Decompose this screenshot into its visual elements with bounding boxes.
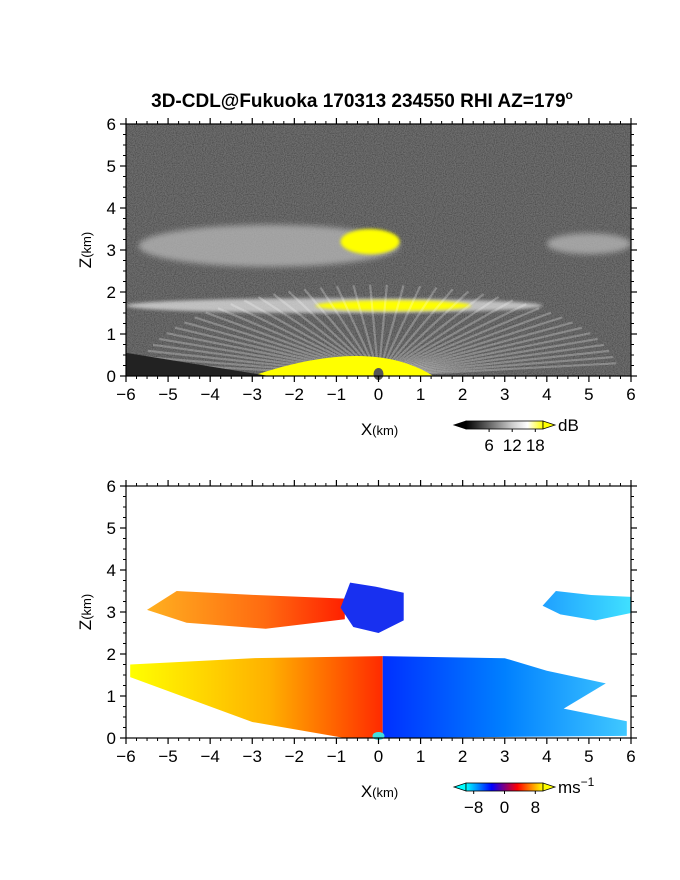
x-tick-label: 0 [374, 385, 383, 404]
colorbar-high-arrow [542, 420, 557, 430]
y-tick-label: 2 [107, 283, 116, 302]
velocity-panel: −6 −5 −4 −3 −2 −1 0 1 2 3 4 5 6 0 1 2 3 4 5 6 X(km) Z(km) ms−1… [76, 477, 637, 817]
ground-shadow [126, 352, 270, 376]
x-tick-label: 3 [500, 747, 509, 766]
colorbar-high-arrow [542, 782, 557, 792]
colorbar-tick-label: 0 [500, 798, 509, 817]
y-tick-label: 3 [107, 241, 116, 260]
y-tick-label: 3 [107, 603, 116, 622]
x-tick-label: 1 [416, 747, 425, 766]
colorbar-tick-label: 6 [484, 436, 493, 455]
x-tick-label: 2 [458, 385, 467, 404]
x-tick-label: −2 [285, 385, 304, 404]
y-tick-label: 5 [107, 519, 116, 538]
y-tick-label: 0 [107, 729, 116, 748]
axes: −6 −5 −4 −3 −2 −1 0 1 2 3 4 5 6 0 1 2 3 4 5 6 X(km) Z(km) [76, 115, 637, 439]
x-tick-label: −2 [285, 747, 304, 766]
x-tick-label: −4 [200, 747, 219, 766]
colorbar-tick-label: 12 [503, 436, 522, 455]
x-tick-label: −5 [158, 385, 177, 404]
colorbar-tick-label: 18 [526, 436, 545, 455]
y-tick-label: 6 [107, 477, 116, 496]
colorbar-low-arrow [452, 782, 467, 792]
x-tick-label: −5 [158, 747, 177, 766]
plot-area [126, 124, 632, 380]
x-tick-label: 5 [584, 747, 593, 766]
x-tick-label: 2 [458, 747, 467, 766]
colorbar: dB 6 12 18 [452, 416, 579, 455]
x-axis-label: X(km) [361, 420, 398, 439]
x-tick-label: −1 [327, 747, 346, 766]
strong-echo [340, 229, 400, 255]
x-tick-label: −4 [200, 385, 219, 404]
cloud-velocity [147, 591, 345, 629]
y-tick-label: 6 [107, 115, 116, 134]
y-tick-label: 4 [107, 199, 116, 218]
x-tick-label: 3 [500, 385, 509, 404]
x-tick-label: −3 [243, 747, 262, 766]
x-tick-label: −1 [327, 385, 346, 404]
x-axis-label: X(km) [361, 782, 398, 801]
x-tick-label: 6 [626, 385, 635, 404]
x-tick-label: 6 [626, 747, 635, 766]
x-tick-label: 4 [542, 747, 551, 766]
lidar-site [373, 368, 384, 380]
colorbar-tick-label: 8 [531, 798, 540, 817]
y-axis-label: Z(km) [76, 594, 95, 630]
x-tick-label: −6 [116, 747, 135, 766]
y-tick-label: 5 [107, 157, 116, 176]
y-tick-label: 4 [107, 561, 116, 580]
colorbar-scale [465, 782, 544, 792]
boundary-layer-negative [382, 656, 627, 738]
cloud-echo [546, 233, 632, 255]
near-field-echo [252, 356, 434, 376]
colorbar-unit: dB [558, 416, 579, 435]
axes: −6 −5 −4 −3 −2 −1 0 1 2 3 4 5 6 0 1 2 3 4 5 6 X(km) Z(km) [76, 477, 637, 801]
cloud-echo [138, 224, 400, 267]
x-tick-label: 4 [542, 385, 551, 404]
x-tick-label: 0 [374, 747, 383, 766]
strong-layer-echo [315, 300, 472, 311]
x-tick-label: 5 [584, 385, 593, 404]
y-tick-label: 2 [107, 645, 116, 664]
y-tick-label: 1 [107, 325, 116, 344]
cloud-velocity [340, 582, 404, 633]
x-tick-label: −3 [243, 385, 262, 404]
x-tick-label: 1 [416, 385, 425, 404]
y-axis-label: Z(km) [76, 232, 95, 268]
y-tick-label: 1 [107, 687, 116, 706]
y-tick-label: 0 [107, 367, 116, 386]
colorbar-unit: ms−1 [558, 775, 595, 797]
x-tick-label: −6 [116, 385, 135, 404]
boundary-layer-positive [130, 656, 383, 738]
plot-area [126, 486, 631, 740]
colorbar-tick-label: −8 [464, 798, 483, 817]
colorbar: ms−1 −8 0 8 [452, 775, 595, 817]
colorbar-low-arrow [452, 420, 467, 430]
cloud-velocity [542, 591, 631, 621]
figure-title: 3D-CDL@Fukuoka 170313 234550 RHI AZ=179o [151, 88, 573, 112]
colorbar-scale [465, 420, 544, 430]
